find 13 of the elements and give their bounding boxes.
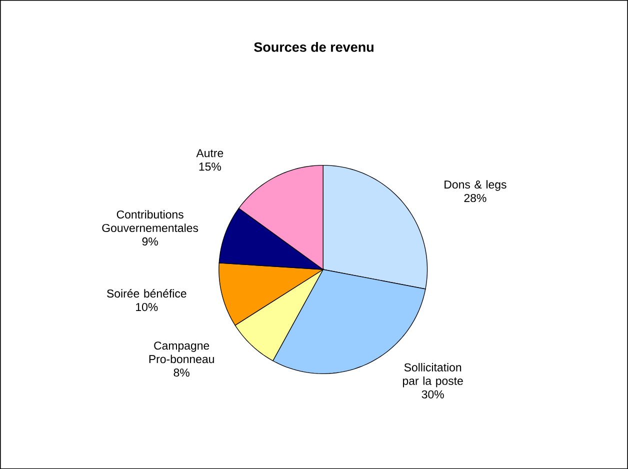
data-label: 28% xyxy=(464,194,486,202)
slice-label: Autre xyxy=(196,149,224,158)
slice-label: Dons & legs xyxy=(444,180,506,191)
data-label: 9% xyxy=(142,237,158,246)
slice-label: Campagne Pro-bonneau xyxy=(149,341,214,364)
data-label: 8% xyxy=(174,368,190,377)
slice-label: Contributions Gouvernementales xyxy=(102,210,198,232)
data-label: 10% xyxy=(136,302,158,311)
slice-label: Sollicitation par la poste xyxy=(402,362,463,388)
slice-label: Soirée bénéfice xyxy=(107,288,186,298)
data-label: 30% xyxy=(422,390,444,398)
chart-title: Sources de revenu xyxy=(254,42,374,52)
data-label: 15% xyxy=(199,162,221,171)
